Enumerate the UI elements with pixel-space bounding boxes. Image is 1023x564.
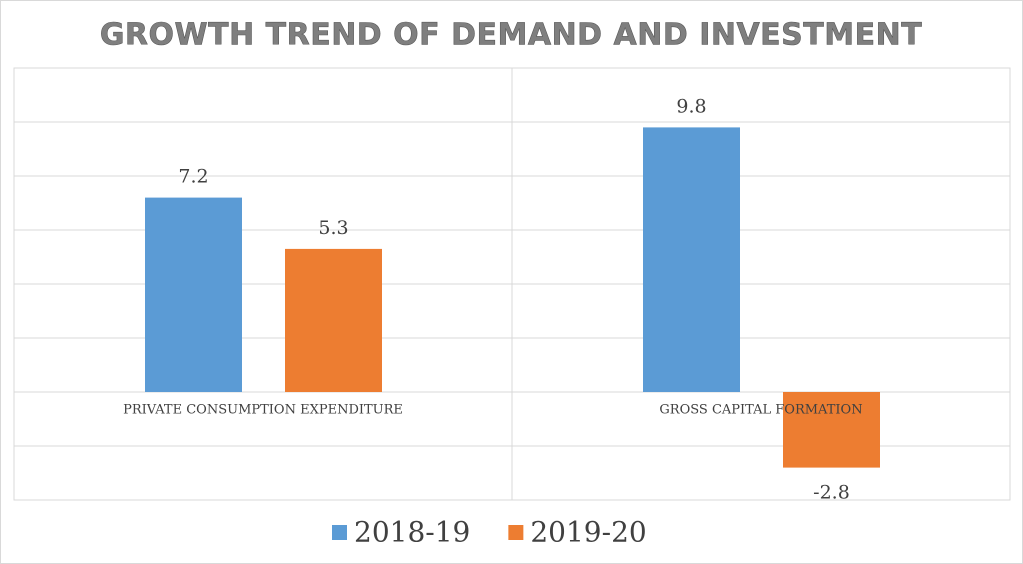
data-label: 7.2 bbox=[178, 166, 208, 188]
data-label: 9.8 bbox=[676, 95, 706, 117]
x-tick-label: PRIVATE CONSUMPTION EXPENDITURE bbox=[123, 403, 403, 418]
legend-swatch bbox=[508, 525, 524, 540]
data-label: -2.8 bbox=[813, 482, 850, 504]
x-tick-label: GROSS CAPITAL FORMATION bbox=[659, 403, 862, 418]
legend-label: 2019-20 bbox=[530, 516, 646, 549]
bar bbox=[145, 197, 242, 392]
legend-swatch bbox=[332, 525, 347, 540]
data-label: 5.3 bbox=[318, 217, 348, 239]
legend-label: 2018-19 bbox=[354, 516, 470, 549]
bar bbox=[285, 248, 382, 392]
bar bbox=[643, 127, 740, 393]
chart-title: GROWTH TREND OF DEMAND AND INVESTMENT bbox=[100, 18, 922, 53]
bar bbox=[783, 392, 880, 468]
